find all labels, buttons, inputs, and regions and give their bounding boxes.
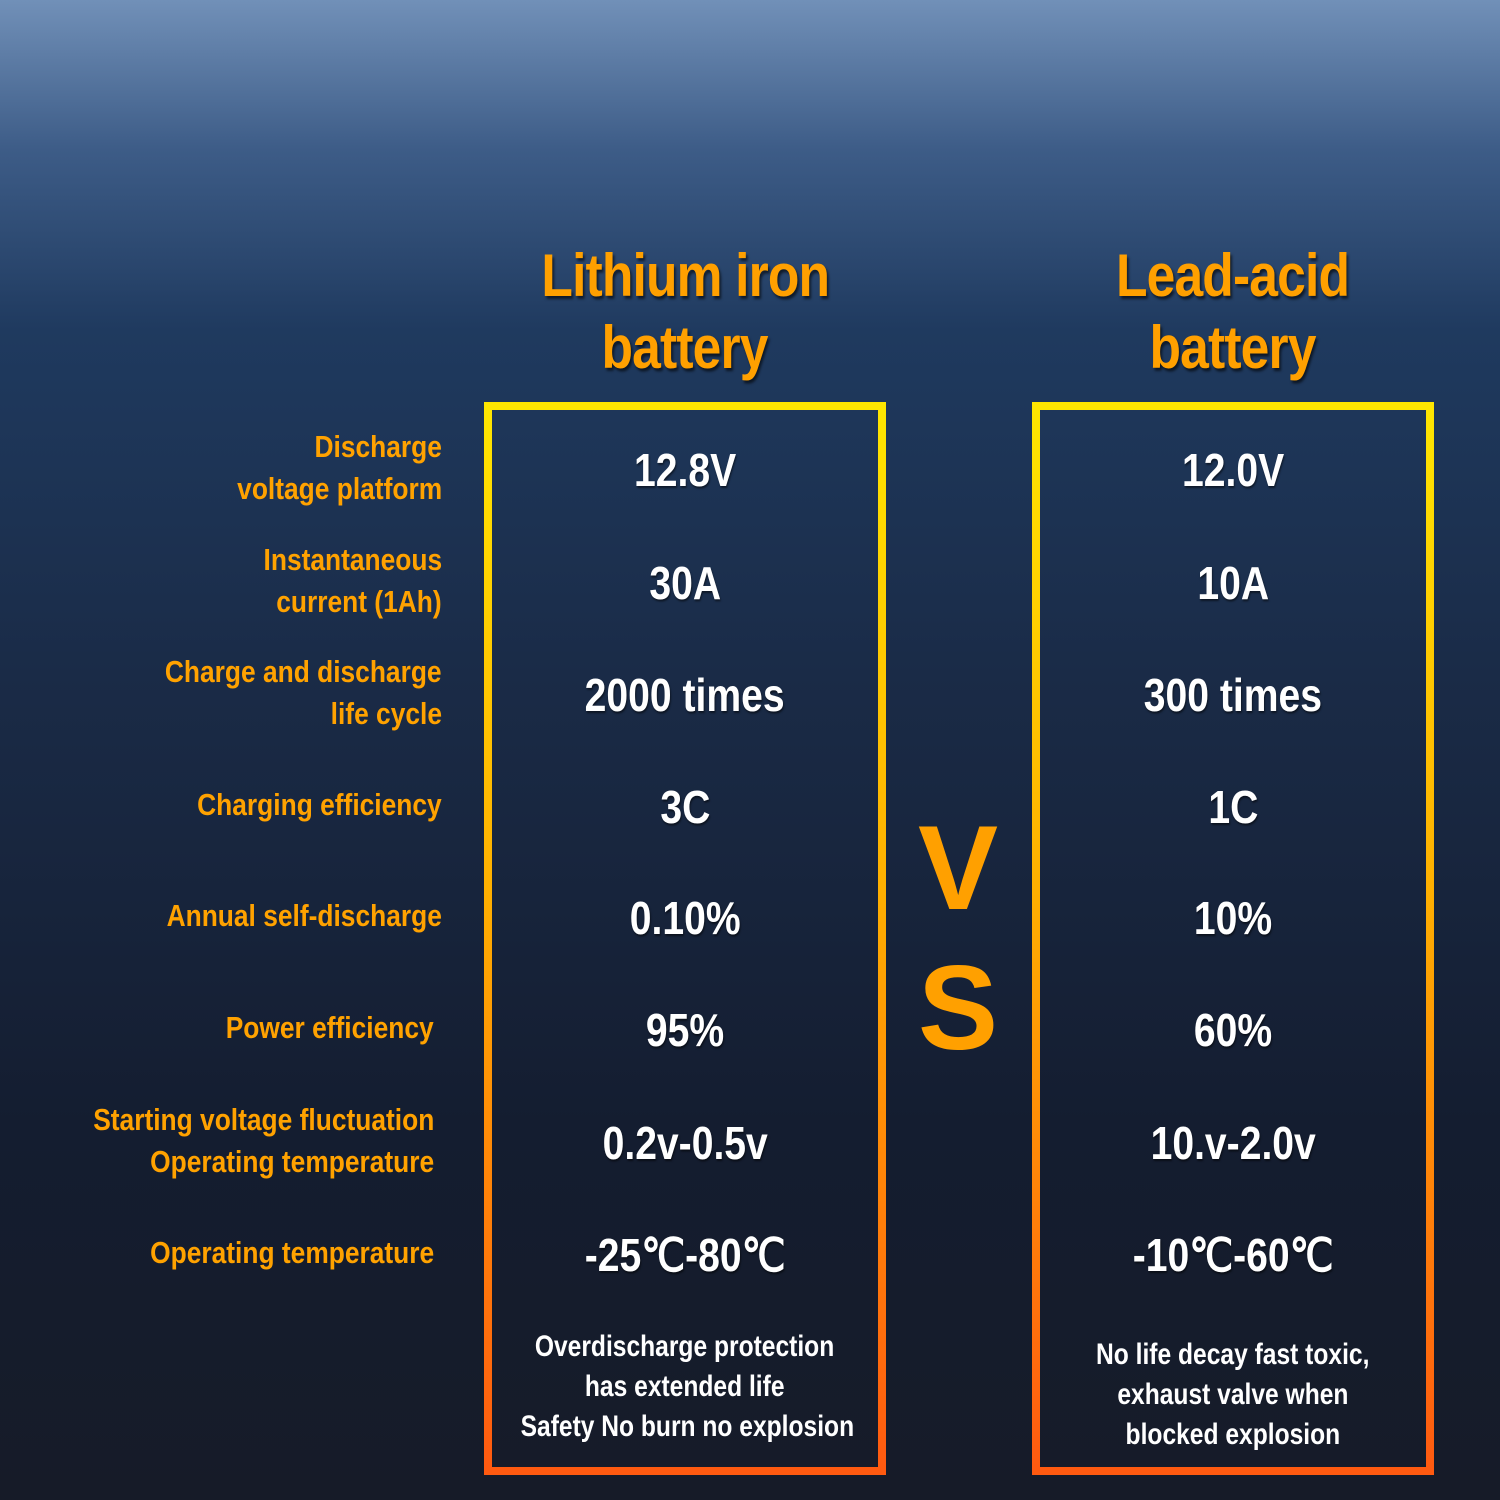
lead-value: 12.0V [1181, 444, 1285, 496]
row-label: Operating temperature [149, 1235, 434, 1270]
lead-column-header: Lead-acid battery [1116, 242, 1350, 381]
lead-column-box [1032, 402, 1434, 1475]
vs-letter-v: V [917, 801, 999, 935]
title-line-1: Comparison of performance of lithium iro… [0, 16, 1500, 94]
vs-letter-s: S [917, 941, 999, 1075]
lithium-value: 0.10% [629, 892, 741, 944]
row-label: Power efficiency [226, 1010, 434, 1045]
lithium-note: Overdischarge protection has extended lif… [520, 1330, 855, 1443]
lithium-value: 3C [660, 781, 710, 833]
lead-value: 60% [1193, 1004, 1273, 1056]
lithium-value: -25℃-80℃ [584, 1229, 786, 1281]
lithium-value: 95% [645, 1004, 725, 1056]
lead-value: 10A [1197, 557, 1269, 609]
lithium-value: 30A [649, 557, 721, 609]
row-label: Starting voltage fluctuation Operating te… [92, 1102, 434, 1179]
lead-value: 10% [1193, 892, 1273, 944]
lithium-value: 12.8V [633, 444, 737, 496]
lithium-column-box [484, 402, 886, 1475]
row-label: Charge and discharge life cycle [165, 654, 442, 731]
title-line-2: phosphate battery and lead-acid battery [0, 94, 1500, 172]
lead-value: 300 times [1143, 669, 1323, 721]
row-label: Annual self-discharge [166, 898, 442, 933]
lead-value: 1C [1208, 781, 1258, 833]
lithium-value: 2000 times [585, 669, 785, 721]
lithium-value: 0.2v-0.5v [602, 1117, 768, 1169]
lead-note: No life decay fast toxic, exhaust valve w… [1096, 1338, 1370, 1451]
row-label: Charging efficiency [197, 787, 442, 822]
lithium-column-header: Lithium iron battery [541, 242, 830, 381]
row-label: Discharge voltage platform [237, 429, 442, 506]
lead-value: 10.v-2.0v [1150, 1117, 1316, 1169]
row-label: Instantaneous current (1Ah) [263, 542, 442, 619]
lead-value: -10℃-60℃ [1132, 1229, 1334, 1281]
